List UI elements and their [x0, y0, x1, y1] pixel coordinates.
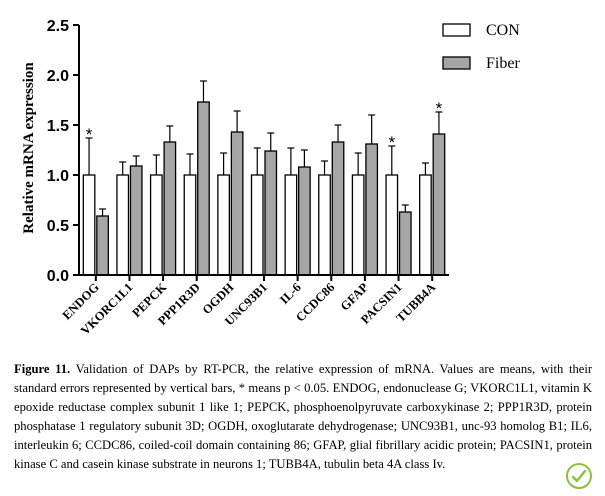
bar-con-vkorc1l1 [116, 174, 130, 276]
legend-label-con: CON [486, 22, 520, 39]
logo-badge [566, 463, 592, 489]
bar-con-endog [82, 174, 96, 276]
y-tick-label: 0.0 [47, 268, 69, 285]
y-axis-label: Relative mRNA expression [21, 62, 37, 234]
bar-con-tubb4a [419, 174, 432, 276]
bar-fiber-ogdh [230, 131, 244, 276]
legend: CON Fiber [442, 22, 520, 72]
legend-swatch-fiber [442, 56, 471, 70]
y-axis: 0.0 0.5 1.0 1.5 2.0 2.5 [47, 18, 80, 285]
significance-marker: * [388, 133, 395, 152]
bar-fiber-il-6 [297, 166, 311, 276]
significance-marker: * [436, 99, 443, 118]
bar-con-ppp1r3d [183, 174, 197, 276]
y-tick-label: 1.5 [47, 118, 69, 135]
bar-chart: 0.0 0.5 1.0 1.5 2.0 2.5 * * * ENDOGVKORC1L1PEPC… [21, 18, 520, 338]
bar-con-pacsin1 [385, 174, 399, 276]
bar-con-gfap [351, 174, 365, 276]
bar-con-unc93b1 [250, 174, 264, 276]
caption-text: Validation of DAPs by RT-PCR, the relati… [14, 362, 593, 471]
bar-fiber-vkorc1l1 [129, 165, 143, 276]
bar-fiber-gfap [365, 143, 379, 276]
x-tick-label: IL-6 [277, 280, 304, 307]
bar-con-pepck [149, 174, 163, 276]
y-tick-label: 1.0 [47, 168, 69, 185]
bar-con-ogdh [217, 174, 231, 276]
bar-fiber-unc93b1 [264, 150, 278, 276]
bar-con-ccdc86 [318, 174, 331, 276]
bar-fiber-ppp1r3d [197, 101, 210, 276]
bar-fiber-pepck [163, 141, 177, 276]
legend-swatch-con [442, 23, 471, 37]
bar-fiber-tubb4a [432, 133, 446, 276]
bar-fiber-ccdc86 [331, 141, 345, 276]
y-tick-label: 2.0 [47, 68, 69, 85]
check-leaf-icon [571, 469, 587, 483]
legend-label-fiber: Fiber [486, 55, 520, 72]
caption-label: Figure 11. [14, 362, 71, 376]
bars: * * * [82, 80, 446, 276]
bar-fiber-pacsin1 [398, 211, 412, 276]
bar-con-il-6 [284, 174, 298, 276]
y-tick-label: 0.5 [47, 218, 69, 235]
bar-fiber-endog [96, 215, 109, 276]
y-tick-label: 2.5 [47, 18, 69, 35]
figure-caption: Figure 11. Validation of DAPs by RT-PCR,… [14, 360, 592, 474]
significance-marker: * [86, 125, 93, 144]
